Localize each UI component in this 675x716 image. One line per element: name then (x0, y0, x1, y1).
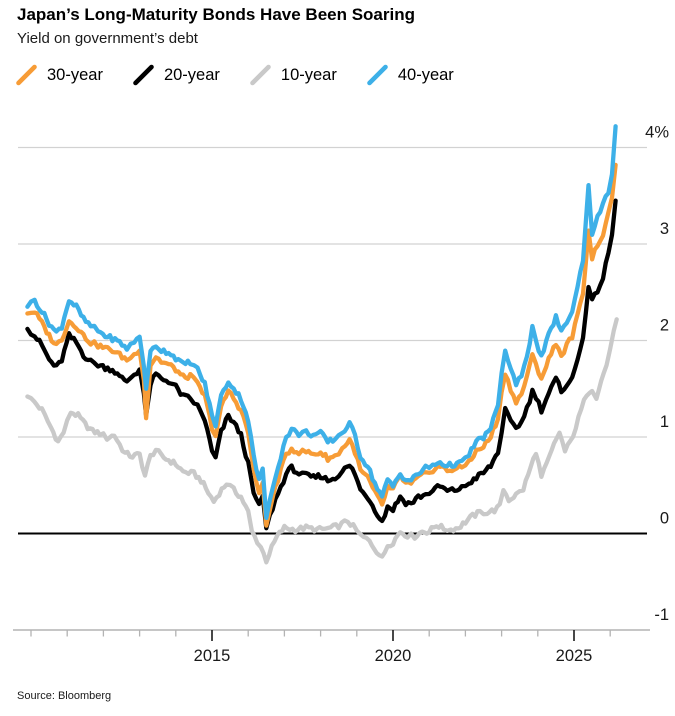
y-axis-tick-label: 2 (660, 317, 669, 335)
y-axis-tick-label: 3 (660, 220, 669, 238)
legend-label: 20-year (163, 65, 220, 84)
legend-label: 40-year (397, 65, 454, 84)
legend: 30-year 20-year 10-year 40-year (15, 63, 454, 87)
y-axis-tick-label: -1 (654, 606, 669, 624)
y-axis-tick-label: 0 (660, 510, 669, 528)
source-note: Source: Bloomberg (17, 690, 112, 702)
x-axis-tick-label: 2025 (556, 647, 593, 665)
legend-item-20-year: 20-year (132, 63, 220, 87)
series-color-swatch-40-year (367, 64, 388, 86)
series-line-40-year (25, 124, 618, 521)
x-axis-tick-label: 2015 (194, 647, 231, 665)
series-line-10-year (25, 317, 619, 565)
legend-item-30-year: 30-year (15, 63, 103, 87)
series-color-swatch-30-year (16, 64, 37, 86)
series-color-swatch-20-year (133, 64, 154, 86)
series-color-swatch-10-year (250, 64, 271, 86)
yield-chart: 4% 3 2 1 0 2015 2020 2025 -1 (13, 124, 669, 665)
legend-item-10-year: 10-year (249, 63, 337, 87)
legend-label: 10-year (280, 65, 337, 84)
legend-label: 30-year (47, 65, 103, 84)
y-axis-tick-label: 1 (660, 413, 669, 431)
chart-title: Japan’s Long-Maturity Bonds Have Been So… (17, 5, 415, 24)
series-line-20-year (25, 198, 618, 531)
legend-item-40-year: 40-year (366, 63, 454, 87)
series-line-30-year (25, 162, 618, 528)
y-axis-tick-label: 4% (645, 124, 669, 142)
chart-subtitle: Yield on government’s debt (17, 30, 198, 47)
x-axis-tick-label: 2020 (375, 647, 412, 665)
